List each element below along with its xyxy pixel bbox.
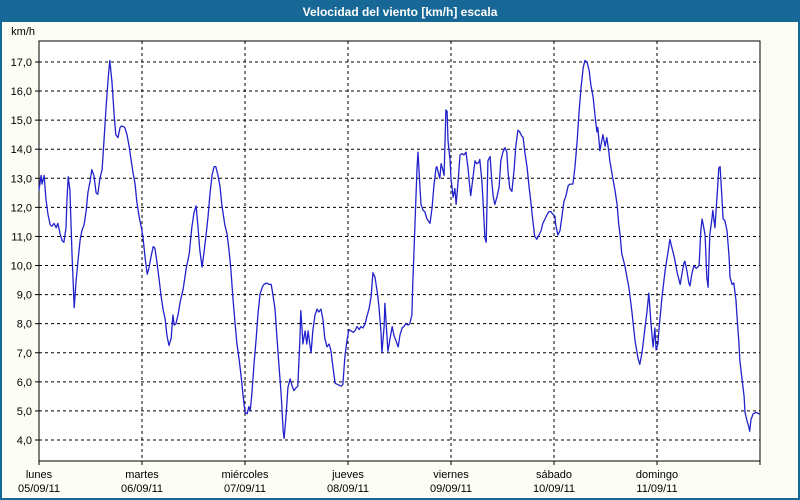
x-day-label: sábado [536,469,572,481]
y-tick-label: 15,0 [11,115,32,127]
x-date-label: 11/09/11 [636,483,677,495]
chart-title-bar: Velocidad del viento [km/h] escala [2,2,798,22]
x-date-label: 07/09/11 [224,483,266,495]
wind-speed-chart: 17,0 16,0 15,0 14,0 13,0 12,0 11,0 10,0 9,0 8,0 7,… [11,26,761,495]
x-day-label: martes [125,469,159,481]
x-day-label: viernes [433,469,469,481]
x-day-label: domingo [636,469,678,481]
x-date-label: 08/09/11 [327,483,369,495]
x-day-label: miércoles [221,469,269,481]
chart-title: Velocidad del viento [km/h] escala [302,5,498,19]
plot-area [38,40,761,462]
x-day-label: jueves [331,469,364,481]
y-tick-label: 5,0 [17,406,32,418]
x-day-label: lunes [26,469,53,481]
y-tick-label: 10,0 [11,261,32,273]
x-date-label: 10/09/11 [533,483,575,495]
x-date-label: 09/09/11 [430,483,472,495]
y-tick-label: 7,0 [17,348,32,360]
y-tick-label: 6,0 [17,377,32,389]
y-tick-label: 8,0 [17,319,32,331]
y-tick-label: 9,0 [17,290,32,302]
y-tick-label: 17,0 [11,57,32,69]
y-tick-label: 12,0 [11,202,32,214]
y-tick-label: 13,0 [11,173,32,185]
y-tick-label: 11,0 [11,231,32,243]
y-axis-unit-label: km/h [11,26,35,38]
x-date-label: 06/09/11 [121,483,163,495]
wind-speed-line [38,59,760,440]
y-tick-label: 14,0 [11,144,32,156]
x-date-label: 05/09/11 [18,483,60,495]
y-tick-label: 16,0 [11,86,32,98]
y-tick-label: 4,0 [17,435,32,447]
